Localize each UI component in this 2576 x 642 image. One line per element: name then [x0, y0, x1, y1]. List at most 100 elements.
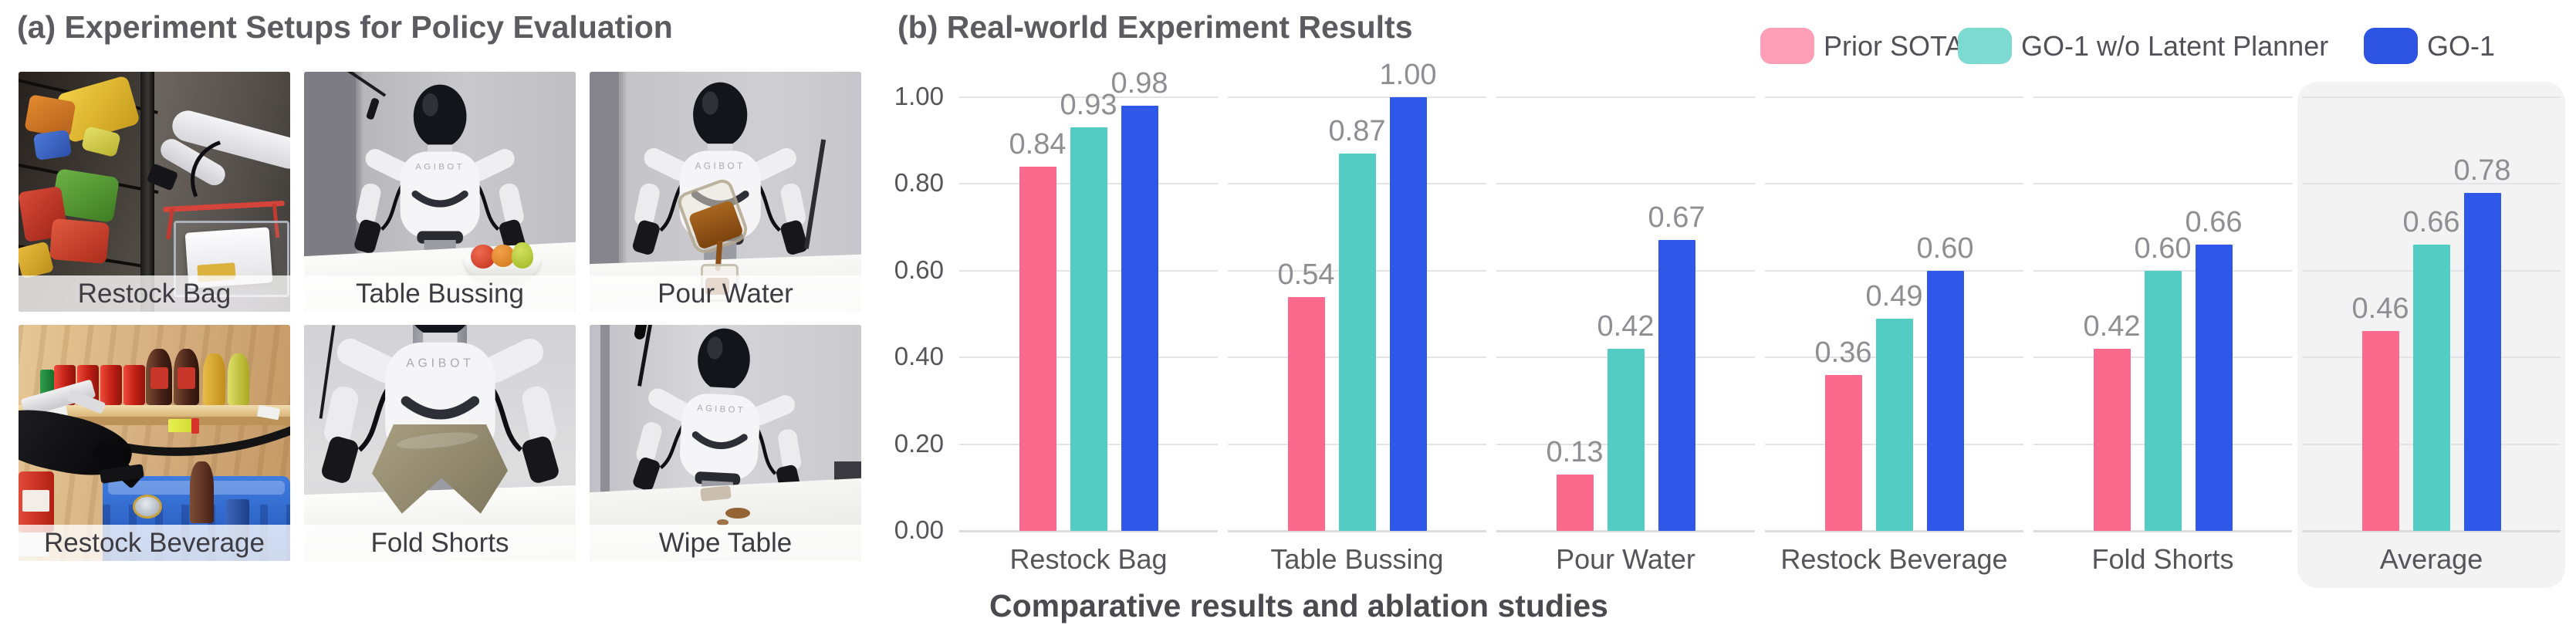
- x-category-label: Restock Beverage: [1780, 543, 2008, 575]
- x-axis-line: [1496, 529, 1755, 532]
- gridline: [1228, 96, 1486, 98]
- bar-value-label: 0.46: [2351, 292, 2409, 326]
- bar-value-label: 0.60: [1916, 231, 1974, 265]
- photo-decor-shape: [648, 388, 692, 421]
- bar-go-1-w-o-latent-planner: [1607, 348, 1645, 531]
- bar-value-label: 0.84: [1009, 127, 1067, 160]
- legend-label: GO-1: [2427, 29, 2496, 62]
- photo-decor-shape: [633, 457, 661, 491]
- photo-decor-shape: [692, 431, 749, 450]
- legend-swatch-go-1: [2364, 28, 2418, 64]
- photo-decor-shape: [750, 148, 796, 181]
- photo-decor-shape: [491, 244, 515, 268]
- photo-decor-shape: [701, 91, 718, 116]
- photo-decor-shape: AGIBOT: [415, 163, 465, 172]
- gridline: [2302, 183, 2561, 185]
- x-category-label: Pour Water: [1556, 543, 1695, 575]
- photo-decor-shape: [22, 490, 50, 512]
- panel-a-title: (a) Experiment Setups for Policy Evaluat…: [17, 9, 673, 45]
- photo-decor-shape: [323, 386, 358, 445]
- bar-go-1: [1121, 106, 1158, 531]
- gridline: [959, 96, 1218, 98]
- bar-value-label: 0.98: [1111, 67, 1168, 100]
- photo-decor-shape: [411, 191, 468, 208]
- bar-go-1-w-o-latent-planner: [1875, 318, 1913, 531]
- photo-decor-shape: AGIBOT: [406, 356, 474, 370]
- bar-prior-sota: [2361, 331, 2399, 531]
- photo-decor-shape: [321, 436, 358, 483]
- photo-label: Wipe Table: [590, 525, 861, 561]
- photo-decor-shape: [725, 508, 750, 519]
- gridline: [1765, 96, 2023, 98]
- photo-decor-shape: [167, 419, 195, 433]
- bar-value-label: 0.54: [1277, 258, 1335, 291]
- photo-decor-shape: [400, 151, 480, 239]
- bar-prior-sota: [1824, 374, 1862, 531]
- photo-decor-shape: [471, 244, 496, 269]
- photo-decor-shape: [100, 365, 122, 406]
- bar-go-1: [1389, 97, 1427, 531]
- photo-label: Restock Beverage: [19, 525, 290, 561]
- bar-value-label: 0.78: [2453, 154, 2511, 187]
- photo-decor-shape: [644, 148, 690, 181]
- gridline: [2033, 183, 2292, 185]
- photo-decor-shape: [191, 417, 200, 434]
- gridline: [1496, 269, 1755, 272]
- gridline: [1496, 183, 1755, 185]
- photo-decor-shape: [499, 184, 524, 227]
- panel-b-title: (b) Real-world Experiment Results: [898, 9, 1413, 45]
- bar-value-label: 0.67: [1648, 201, 1706, 235]
- x-category-label: Table Bussing: [1270, 543, 1444, 575]
- photo-decor-shape: [512, 242, 534, 269]
- x-category-label: Fold Shorts: [2091, 543, 2234, 575]
- bar-value-label: 0.66: [2402, 206, 2460, 239]
- x-axis-line: [1765, 529, 2023, 532]
- x-axis-line: [2033, 529, 2292, 532]
- bar-prior-sota: [1556, 474, 1594, 531]
- bar-go-1-w-o-latent-planner: [2412, 245, 2450, 531]
- x-axis-line: [959, 529, 1218, 532]
- photo-decor-shape: [203, 353, 225, 406]
- photo-label: Pour Water: [590, 275, 861, 312]
- gridline: [2033, 96, 2292, 98]
- photo-decor-shape: [469, 149, 515, 181]
- photo-decor-shape: [632, 220, 660, 255]
- bar-value-label: 0.42: [1597, 309, 1655, 343]
- figure-caption: Comparative results and ablation studies: [989, 588, 1608, 623]
- photo-tile-restock-bag: Restock Bag: [19, 72, 290, 312]
- photo-decor-shape: [19, 417, 290, 426]
- bar-prior-sota: [2093, 348, 2131, 531]
- photo-decor-shape: [401, 396, 479, 420]
- photo-decor-shape: [522, 386, 556, 445]
- bar-go-1: [2195, 245, 2233, 531]
- legend-swatch-prior-sota: [1760, 28, 1814, 64]
- photo-tile-pour-water: AGIBOT Pour Water: [590, 72, 861, 312]
- photo-decor-shape: AGIBOT: [695, 161, 745, 171]
- x-category-label: Average: [2379, 543, 2483, 575]
- gridline: [1496, 96, 1755, 98]
- photo-decor-shape: [634, 184, 660, 227]
- photo-decor-shape: [356, 184, 381, 227]
- photo-decor-shape: [750, 395, 796, 425]
- bar-go-1: [1926, 270, 1964, 531]
- photo-label: Fold Shorts: [304, 525, 576, 561]
- bar-prior-sota: [1019, 166, 1056, 531]
- photo-label: Restock Bag: [19, 275, 290, 312]
- photo-decor-shape: [132, 495, 162, 519]
- y-tick-label: 0.20: [894, 428, 944, 458]
- photo-decor-shape: [780, 184, 806, 227]
- bar-value-label: 1.00: [1379, 59, 1437, 91]
- photo-decor-shape: [636, 422, 662, 464]
- photo-tile-table-bussing: AGIBOT Table Bussing: [304, 72, 576, 312]
- photo-decor-shape: [680, 394, 760, 481]
- bar-value-label: 0.93: [1060, 89, 1117, 122]
- photo-label: Table Bussing: [304, 275, 576, 312]
- bar-value-label: 0.60: [2134, 231, 2192, 265]
- bar-value-label: 0.87: [1328, 115, 1386, 148]
- gridline: [2302, 96, 2561, 98]
- bar-value-label: 0.66: [2185, 206, 2243, 239]
- photo-decor-shape: [619, 72, 628, 312]
